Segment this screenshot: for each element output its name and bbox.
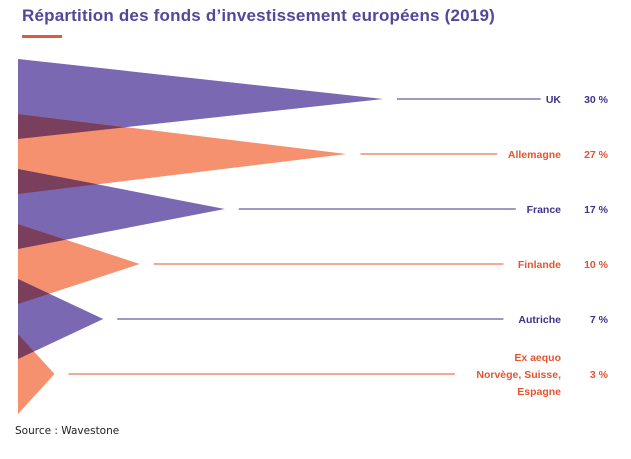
triangle-1	[18, 114, 347, 194]
category-label-1: Allemagne	[508, 149, 561, 161]
overlap-3	[18, 224, 66, 249]
chart-title: Répartition des fonds d’investissement e…	[22, 6, 495, 25]
source-note: Source : Wavestone	[15, 425, 120, 437]
overlap-marks	[18, 114, 127, 359]
title-accent-bar	[22, 35, 62, 38]
category-label-3: Finlande	[518, 259, 561, 271]
category-label-0: UK	[546, 94, 562, 106]
triangle-0	[18, 59, 383, 139]
category-label-2: France	[527, 204, 562, 216]
category-label-5: Ex aequo Norvège, Suisse, Espagne	[476, 352, 561, 398]
overlap-5	[18, 334, 34, 359]
value-label-5: 3 %	[590, 369, 609, 381]
value-labels: 30 % 27 % 17 % 10 % 7 % 3 %	[584, 94, 609, 381]
triangle-4	[18, 279, 104, 359]
value-label-2: 17 %	[584, 204, 609, 216]
triangle-3	[18, 224, 140, 304]
value-label-3: 10 %	[584, 259, 609, 271]
triangle-bar-chart: UK Allemagne France Finlande Autriche Ex aequ…	[18, 59, 609, 414]
category-labels: UK Allemagne France Finlande Autriche Ex aequ…	[476, 94, 561, 398]
value-label-0: 30 %	[584, 94, 609, 106]
triangle-marks	[18, 59, 383, 414]
value-label-1: 27 %	[584, 149, 609, 161]
triangle-2	[18, 169, 225, 249]
overlap-2	[18, 169, 98, 194]
leader-lines	[68, 98, 541, 375]
category-label-4: Autriche	[518, 314, 561, 326]
value-label-4: 7 %	[590, 314, 609, 326]
overlap-4	[18, 279, 50, 304]
overlap-1	[18, 114, 127, 139]
